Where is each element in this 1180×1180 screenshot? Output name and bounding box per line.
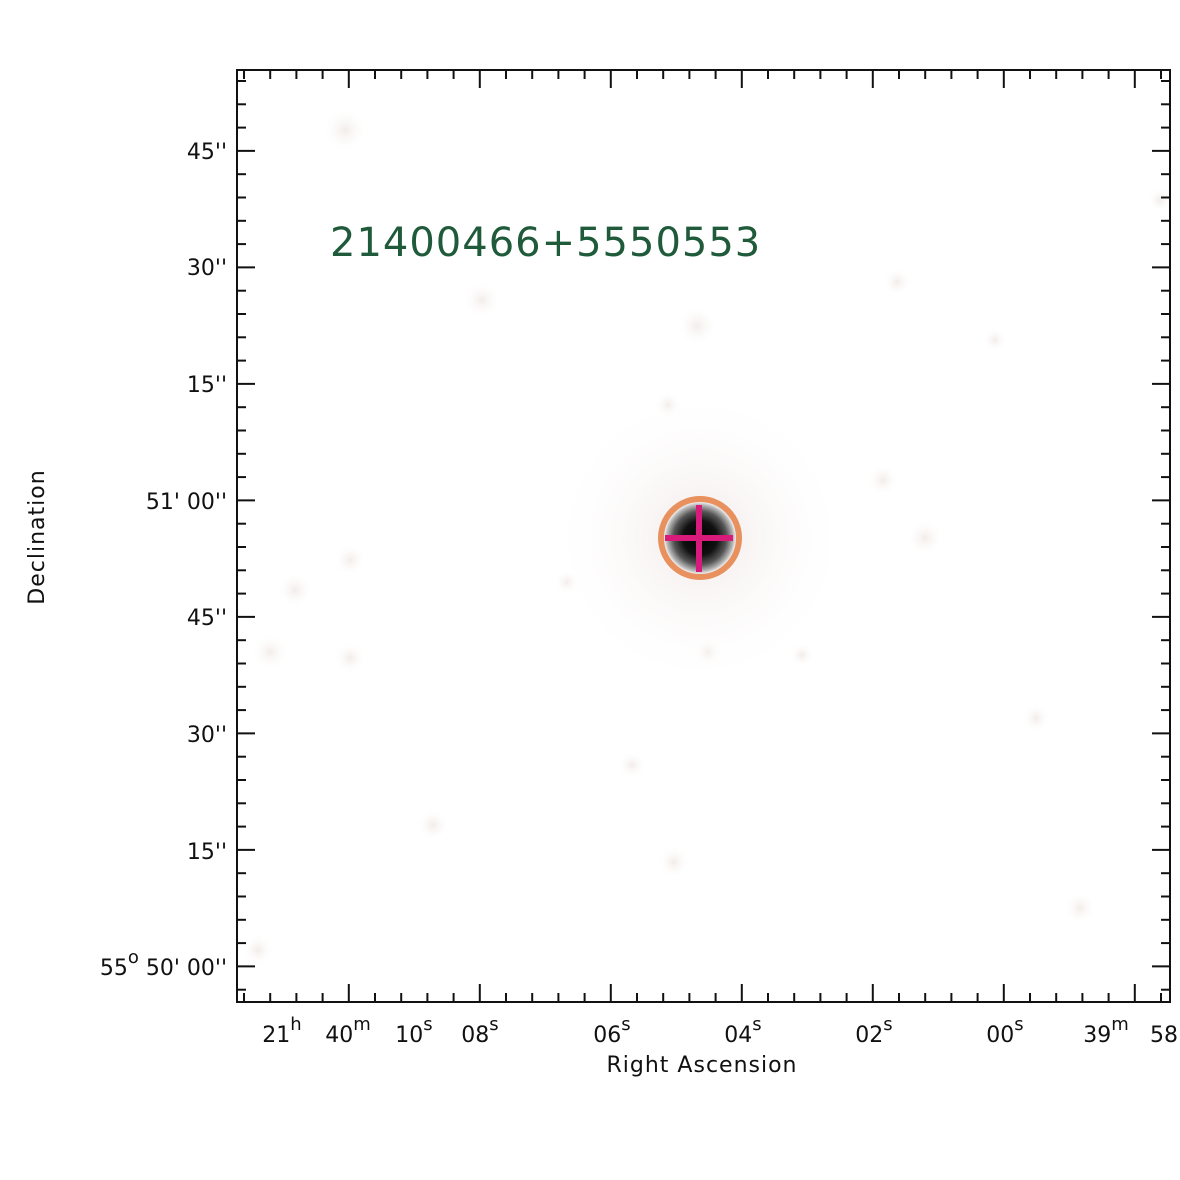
x-axis-title: Right Ascension — [607, 1053, 798, 1078]
ra-axis-ticks — [243, 70, 1162, 1002]
ra-tick-label: 10s — [395, 1014, 432, 1048]
object-name-label: 21400466+5550553 — [330, 220, 761, 266]
dec-tick-label: 45'' — [187, 140, 227, 165]
ra-axis-labels: 21h 40m 10s 08s 06s 04s 02s 00s 39m 58 — [262, 1014, 1178, 1048]
dec-axis-labels: 45'' 30'' 15'' 51' 00'' 45'' 30'' 15'' 55o 50' … — [100, 140, 227, 981]
y-axis-title: Declination — [25, 469, 50, 604]
dec-tick-label: 30'' — [187, 723, 227, 748]
crosshair-marker — [665, 505, 733, 572]
dec-tick-label: 51' 00'' — [146, 490, 227, 515]
ra-tick-label: 40m — [325, 1014, 371, 1048]
dec-axis-ticks — [237, 80, 1170, 991]
ra-tick-label: 21h — [262, 1014, 301, 1048]
ra-tick-label: 39m — [1083, 1014, 1129, 1048]
dec-tick-label: 15'' — [187, 840, 227, 865]
plot-frame — [236, 69, 1171, 1003]
dec-tick-label: 55o 50' 00'' — [100, 947, 227, 981]
ra-tick-label: 00s — [986, 1014, 1023, 1048]
dec-tick-label: 30'' — [187, 256, 227, 281]
ra-tick-label: 08s — [461, 1014, 498, 1048]
target-marker-circle — [658, 496, 742, 580]
ra-tick-label: 58 — [1150, 1023, 1178, 1048]
faint-sources — [242, 108, 1172, 966]
dec-tick-label: 45'' — [187, 606, 227, 631]
ra-tick-label: 02s — [855, 1014, 892, 1048]
ra-tick-label: 06s — [593, 1014, 630, 1048]
dec-tick-label: 15'' — [187, 373, 227, 398]
ra-tick-label: 04s — [724, 1014, 761, 1048]
